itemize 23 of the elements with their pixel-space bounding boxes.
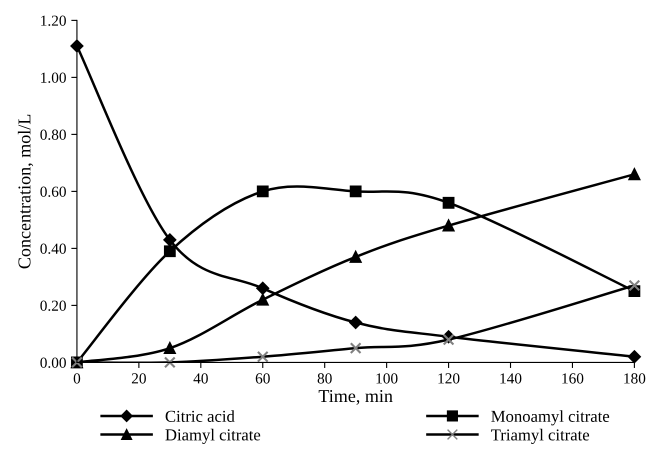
x-tick-label: 80 bbox=[318, 373, 332, 384]
x-tick-label: 100 bbox=[376, 373, 398, 384]
y-tick-label: 0.00 bbox=[40, 358, 66, 368]
x-tick-label: 0 bbox=[74, 373, 80, 384]
legend-label: Diamyl citrate bbox=[165, 428, 260, 444]
y-tick-label: 0.20 bbox=[40, 300, 66, 311]
x-axis-title: Time, min bbox=[318, 390, 393, 405]
x-tick-label: 120 bbox=[438, 373, 460, 384]
y-tick-label: 1.20 bbox=[41, 16, 66, 26]
y-axis-title: Concentration, mol/L bbox=[18, 114, 34, 268]
legend-label: Monoamyl citrate bbox=[491, 410, 610, 426]
legend-label: Triamyl citrate bbox=[491, 428, 590, 444]
y-tick-label: 0.40 bbox=[40, 244, 66, 254]
y-tick-label: 0.60 bbox=[40, 186, 66, 197]
x-tick-label: 180 bbox=[624, 373, 646, 384]
x-tick-label: 40 bbox=[193, 373, 208, 384]
legend-label: Citric acid bbox=[166, 410, 235, 422]
y-tick-label: 0.80 bbox=[40, 130, 66, 140]
x-tick-label: 140 bbox=[500, 373, 522, 384]
y-tick-label: 1.00 bbox=[41, 72, 66, 83]
x-tick-label: 60 bbox=[256, 373, 270, 384]
x-tick-label: 160 bbox=[562, 373, 584, 384]
x-tick-label: 20 bbox=[132, 373, 146, 384]
